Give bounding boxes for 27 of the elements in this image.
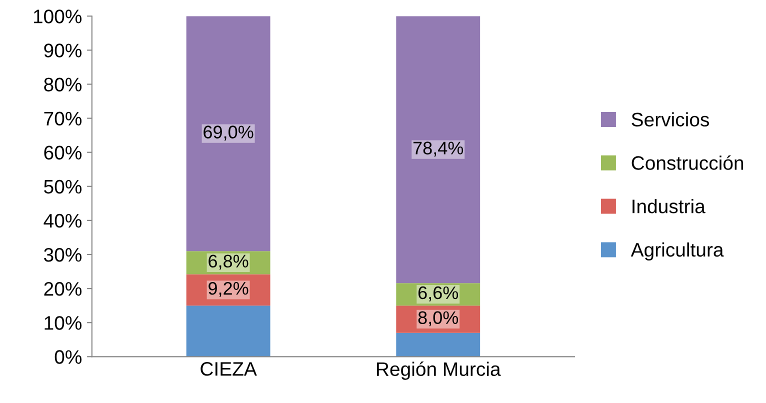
legend-label: Construcción (632, 155, 744, 170)
bar (186, 16, 270, 252)
y-tick-label: 100% (34, 10, 82, 24)
y-tick-label: 30% (44, 248, 82, 262)
y-tick-label: 50% (44, 180, 82, 194)
data-label: 8,0% (418, 311, 458, 326)
x-tick-label: Región Murcia (377, 362, 501, 380)
y-tick-label: 60% (44, 146, 82, 160)
y-tick-label: 20% (44, 282, 82, 296)
legend-label: Industria (632, 199, 706, 214)
legend-label: Agricultura (630, 242, 724, 261)
legend-label: Servicios (632, 112, 709, 126)
x-tick-label: CIEZA (200, 362, 257, 376)
y-tick-label: 40% (44, 214, 82, 228)
data-label: 78,4% (413, 142, 464, 157)
data-label: 6,8% (208, 254, 248, 270)
y-tick-label: 90% (44, 44, 82, 58)
y-tick-label: 0% (54, 350, 82, 364)
data-label: 69,0% (204, 126, 254, 141)
y-tick-label: 70% (44, 112, 82, 126)
bar (396, 332, 480, 357)
y-tick-label: 80% (44, 78, 82, 92)
bar (186, 306, 270, 357)
data-label: 6,6% (418, 286, 458, 302)
data-label: 9,2% (208, 282, 248, 297)
y-tick-label: 10% (44, 316, 82, 330)
bar (396, 16, 480, 284)
